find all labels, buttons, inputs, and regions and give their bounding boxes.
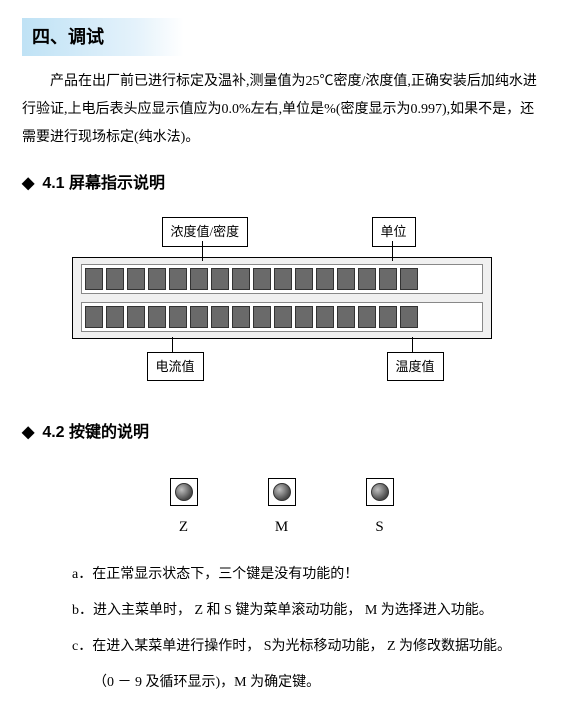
lcd-row-top	[81, 264, 483, 294]
button-circle-icon	[371, 483, 389, 501]
lcd-cell	[211, 306, 229, 328]
lcd-cell	[253, 268, 271, 290]
lcd-row-bottom	[81, 302, 483, 332]
lead-line	[202, 241, 203, 261]
lead-line	[392, 241, 393, 261]
lcd-cell	[85, 268, 103, 290]
lcd-cell	[106, 268, 124, 290]
note-a: a．在正常显示状态下，三个键是没有功能的！	[72, 561, 541, 589]
lcd-cell	[337, 306, 355, 328]
lcd-cell	[148, 306, 166, 328]
button-box	[268, 478, 296, 506]
lcd-cell	[127, 306, 145, 328]
lcd-cell	[169, 306, 187, 328]
button-box	[170, 478, 198, 506]
lcd-cell	[316, 306, 334, 328]
button-label-s: S	[375, 514, 383, 541]
lcd-cell	[190, 306, 208, 328]
section-title: 四、调试	[22, 18, 184, 56]
lcd-cell	[274, 306, 292, 328]
button-m: M	[268, 478, 296, 541]
lcd-cell	[379, 306, 397, 328]
label-density: 浓度值/密度	[162, 217, 249, 246]
label-temp: 温度值	[387, 352, 444, 381]
lcd-cell	[295, 306, 313, 328]
lcd-cell	[358, 268, 376, 290]
lcd-cell	[211, 268, 229, 290]
lcd-cell	[127, 268, 145, 290]
lcd-cell	[316, 268, 334, 290]
intro-paragraph: 产品在出厂前已进行标定及温补,测量值为25℃密度/浓度值,正确安装后加纯水进行验…	[22, 68, 541, 152]
button-circle-icon	[273, 483, 291, 501]
diamond-icon: ◆	[22, 419, 34, 448]
button-z: Z	[170, 478, 198, 541]
button-box	[366, 478, 394, 506]
button-label-m: M	[275, 514, 288, 541]
lcd-cell	[232, 306, 250, 328]
lcd-cell	[400, 268, 418, 290]
notes-list: a．在正常显示状态下，三个键是没有功能的！ b．进入主菜单时， Z 和 S 键为…	[72, 561, 541, 697]
lcd-top-labels: 浓度值/密度 单位	[72, 217, 492, 257]
lcd-cell	[253, 306, 271, 328]
button-s: S	[366, 478, 394, 541]
lcd-cell	[295, 268, 313, 290]
lcd-panel	[72, 257, 492, 339]
subheading-4-2: ◆ 4.2 按键的说明	[22, 419, 541, 448]
diamond-icon: ◆	[22, 170, 34, 199]
lcd-cell	[274, 268, 292, 290]
note-c-cont: （0 － 9 及循环显示)，M 为确定键。	[93, 669, 541, 697]
lcd-cell	[85, 306, 103, 328]
lcd-bottom-labels: 电流值 温度值	[72, 339, 492, 379]
lcd-cell	[358, 306, 376, 328]
note-c: c．在进入某菜单进行操作时， S为光标移动功能， Z 为修改数据功能。	[72, 633, 541, 661]
subheading-4-1-num: 4.1	[42, 175, 64, 192]
button-label-z: Z	[179, 514, 188, 541]
lcd-cell	[106, 306, 124, 328]
lcd-cell	[232, 268, 250, 290]
lcd-cell	[148, 268, 166, 290]
label-current: 电流值	[147, 352, 204, 381]
lcd-cell	[400, 306, 418, 328]
button-circle-icon	[175, 483, 193, 501]
note-b: b．进入主菜单时， Z 和 S 键为菜单滚动功能， M 为选择进入功能。	[72, 597, 541, 625]
lcd-cell	[190, 268, 208, 290]
subheading-4-2-num: 4.2	[42, 424, 64, 441]
subheading-4-1-title: 屏幕指示说明	[69, 175, 165, 192]
lcd-cell	[379, 268, 397, 290]
subheading-4-2-title: 按键的说明	[69, 424, 149, 441]
lcd-diagram: 浓度值/密度 单位 电流值 温度值	[72, 217, 492, 379]
lcd-cell	[337, 268, 355, 290]
buttons-diagram: Z M S	[22, 478, 541, 541]
label-unit: 单位	[372, 217, 416, 246]
subheading-4-1: ◆ 4.1 屏幕指示说明	[22, 170, 541, 199]
lcd-cell	[169, 268, 187, 290]
